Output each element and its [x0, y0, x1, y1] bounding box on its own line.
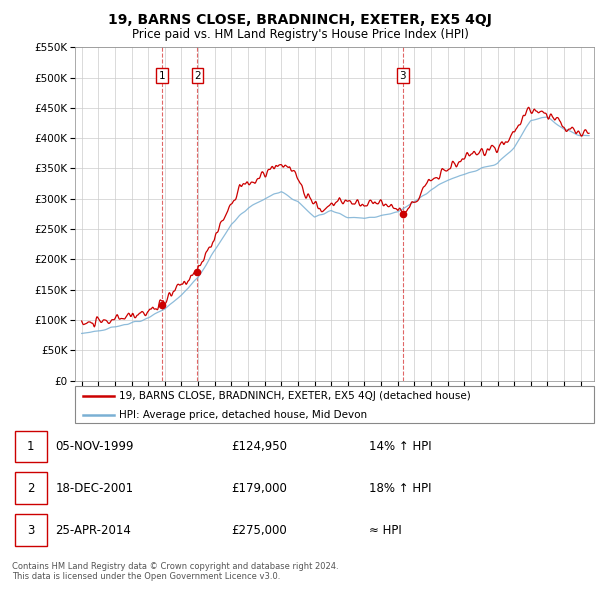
- Text: £275,000: £275,000: [231, 523, 287, 536]
- Text: ≈ HPI: ≈ HPI: [369, 523, 402, 536]
- Text: Price paid vs. HM Land Registry's House Price Index (HPI): Price paid vs. HM Land Registry's House …: [131, 28, 469, 41]
- Text: 3: 3: [27, 523, 34, 536]
- Text: 05-NOV-1999: 05-NOV-1999: [55, 440, 134, 453]
- Text: £179,000: £179,000: [231, 481, 287, 495]
- Text: 14% ↑ HPI: 14% ↑ HPI: [369, 440, 432, 453]
- Text: 2: 2: [27, 481, 34, 495]
- Text: 18% ↑ HPI: 18% ↑ HPI: [369, 481, 431, 495]
- Text: £124,950: £124,950: [231, 440, 287, 453]
- Text: HPI: Average price, detached house, Mid Devon: HPI: Average price, detached house, Mid …: [119, 410, 367, 420]
- Text: 1: 1: [27, 440, 34, 453]
- FancyBboxPatch shape: [15, 431, 47, 462]
- Text: 3: 3: [400, 71, 406, 80]
- Text: 19, BARNS CLOSE, BRADNINCH, EXETER, EX5 4QJ (detached house): 19, BARNS CLOSE, BRADNINCH, EXETER, EX5 …: [119, 391, 471, 401]
- Text: 18-DEC-2001: 18-DEC-2001: [55, 481, 133, 495]
- Text: 25-APR-2014: 25-APR-2014: [55, 523, 131, 536]
- Text: 19, BARNS CLOSE, BRADNINCH, EXETER, EX5 4QJ: 19, BARNS CLOSE, BRADNINCH, EXETER, EX5 …: [108, 13, 492, 27]
- Text: 1: 1: [159, 71, 166, 80]
- Text: This data is licensed under the Open Government Licence v3.0.: This data is licensed under the Open Gov…: [12, 572, 280, 581]
- Text: 2: 2: [194, 71, 201, 80]
- FancyBboxPatch shape: [15, 473, 47, 504]
- FancyBboxPatch shape: [15, 514, 47, 546]
- Text: Contains HM Land Registry data © Crown copyright and database right 2024.: Contains HM Land Registry data © Crown c…: [12, 562, 338, 571]
- FancyBboxPatch shape: [75, 386, 594, 423]
